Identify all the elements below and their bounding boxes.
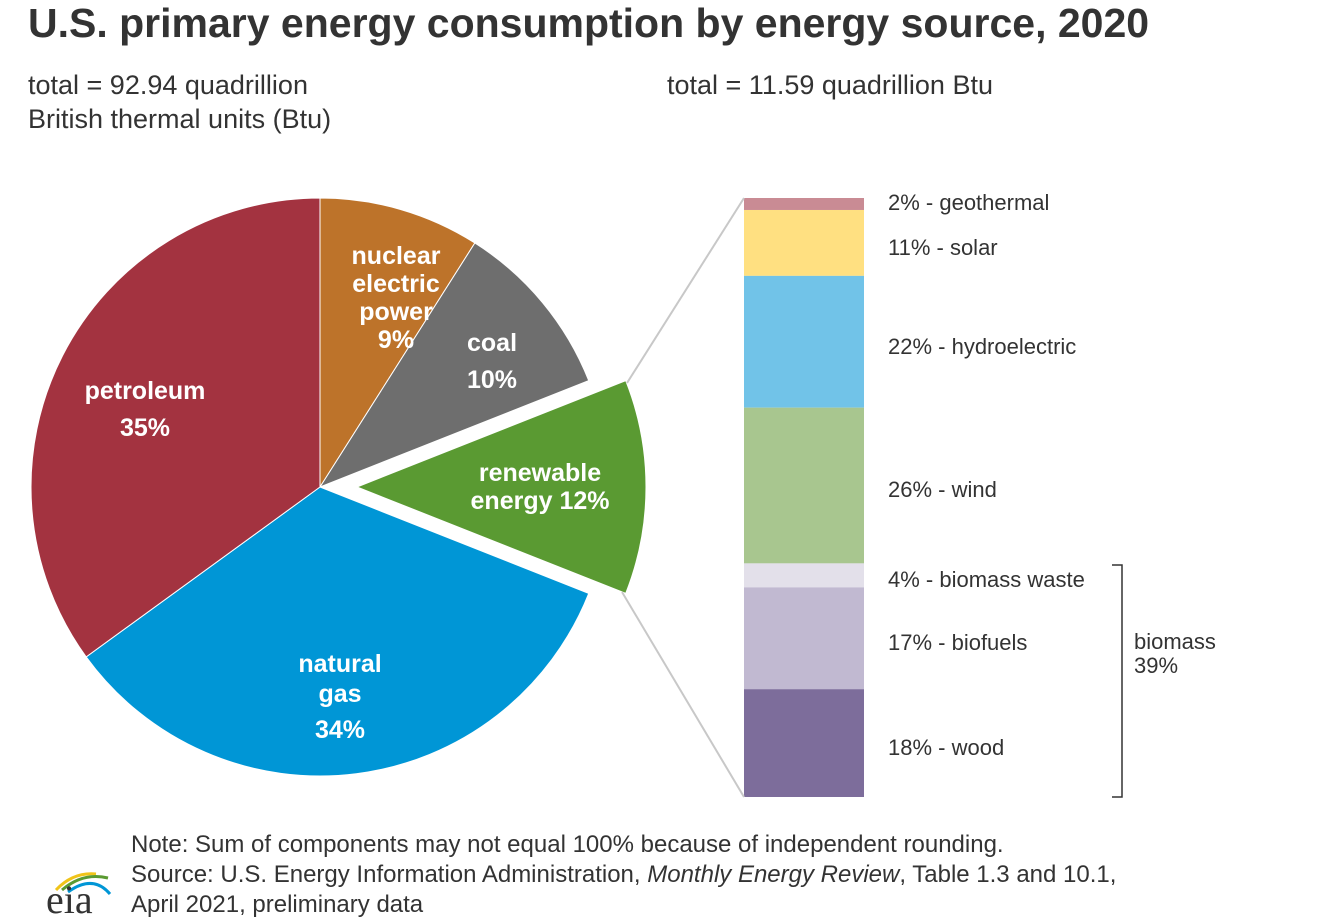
bar-label-wood: 18% - wood [888, 735, 1005, 760]
pie-label-natural-gas: natural gas 34% [270, 649, 410, 745]
label-line: 35% [119, 414, 171, 442]
bar-subtitle: total = 11.59 quadrillion Btu [667, 70, 993, 100]
bar-segment-wind [744, 407, 864, 564]
source-prefix: Source: U.S. Energy Information Administ… [131, 861, 648, 888]
source-title: Monthly Energy Review [647, 861, 900, 888]
pie-label-nuclear: nuclear electric power 9% [340, 242, 452, 354]
bar-label-hydroelectric: 22% - hydroelectric [888, 334, 1077, 359]
eia-logo [54, 872, 112, 896]
label-line: 39% [1134, 653, 1179, 678]
pie-subtitle-line: British thermal units (Btu) [28, 104, 332, 134]
pie-subtitle: total = 92.94 quadrillion British therma… [28, 68, 331, 136]
source-line2: April 2021, preliminary data [131, 891, 424, 918]
chart-title: U.S. primary energy consumption by energ… [28, 0, 1150, 46]
note-text: Note: Sum of components may not equal 10… [131, 831, 1004, 858]
source-suffix: , Table 1.3 and 10.1, [899, 861, 1117, 888]
bar-label-solar: 11% - solar [888, 235, 998, 260]
bar-segment-solar [744, 209, 864, 276]
connector-line-top [626, 197, 745, 384]
biomass-group-label: biomass 39% [1134, 630, 1216, 678]
eia-logo-text: eia [46, 877, 93, 920]
label-line: gas [318, 680, 362, 708]
pie-slice-natural-gas [85, 486, 590, 777]
biomass-bracket [1112, 564, 1123, 798]
source-text: Source: U.S. Energy Information Administ… [131, 860, 1116, 890]
bar-segment-biomass-waste [744, 563, 864, 588]
bar-label-wind: 26% - wind [888, 477, 997, 502]
pie-label-renewable: renewable energy 12% [450, 459, 630, 515]
pie-slice-nuclear-electric-power [319, 197, 476, 489]
label-line: nuclear [351, 242, 441, 270]
label-line: coal [466, 329, 518, 357]
footnote: Note: Sum of components may not equal 10… [131, 830, 1116, 920]
pie-slice-renewable-energy [355, 379, 647, 595]
pie-slice-coal [318, 242, 590, 489]
connector-line-bottom [621, 591, 745, 798]
label-line: renewable [478, 459, 602, 487]
label-line: 9% [377, 326, 415, 354]
pie-label-coal: coal 10% [450, 325, 534, 399]
pie-slice-petroleum [30, 197, 321, 658]
stacked-bar [744, 198, 864, 797]
bar-segment-hydroelectric [744, 275, 864, 408]
label-line: power [359, 298, 433, 326]
pie-subtitle-line: total = 92.94 quadrillion [28, 70, 308, 100]
bar-label-geothermal: 2% - geothermal [888, 190, 1050, 215]
bar-segment-geothermal [744, 198, 864, 210]
label-line: petroleum [84, 377, 206, 405]
label-line: biomass [1134, 629, 1216, 654]
label-line: 34% [314, 716, 366, 744]
bar-segment-wood [744, 689, 864, 797]
label-line: 10% [466, 366, 518, 394]
pie-chart [30, 197, 647, 777]
bar-label-biomass-waste: 4% - biomass waste [888, 567, 1085, 592]
bar-label-biofuels: 17% - biofuels [888, 630, 1028, 655]
label-line: electric [352, 270, 440, 298]
bar-segment-biofuels [744, 587, 864, 690]
label-line: natural [298, 650, 382, 678]
pie-label-petroleum: petroleum 35% [70, 373, 220, 447]
label-line: energy 12% [470, 487, 610, 515]
